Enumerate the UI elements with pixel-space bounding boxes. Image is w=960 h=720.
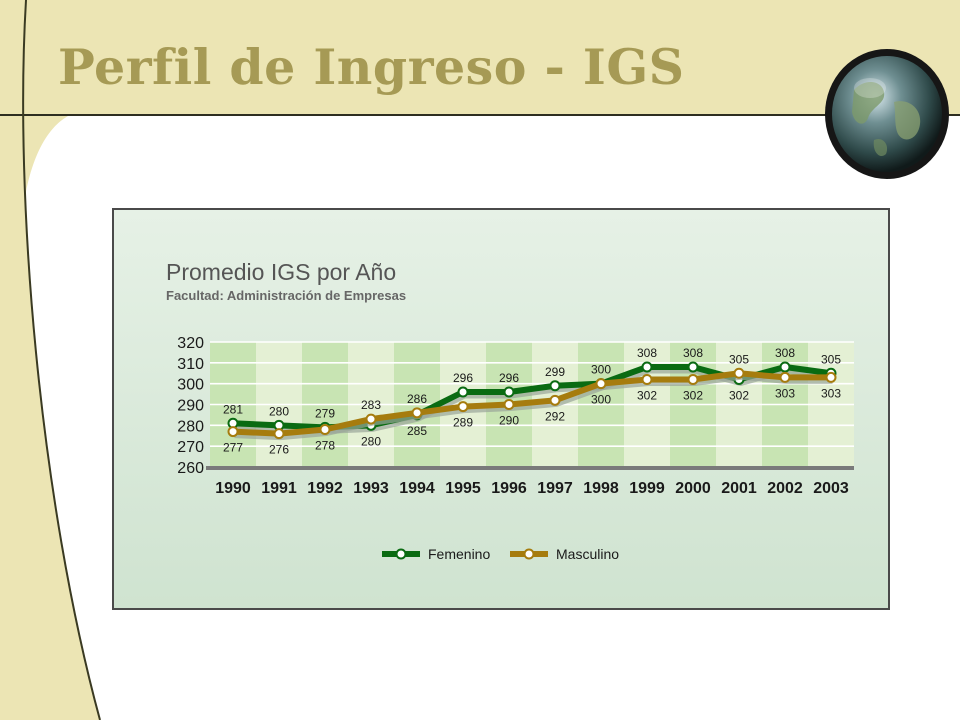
data-point-femenino <box>549 380 561 392</box>
x-tick-label: 1999 <box>629 480 665 497</box>
data-label: 276 <box>269 443 289 457</box>
data-point-masculino <box>733 367 745 379</box>
data-point-femenino <box>457 386 469 398</box>
x-tick-label: 2001 <box>721 480 757 497</box>
data-point-masculino <box>227 426 239 438</box>
chart-subtitle: Facultad: Administración de Empresas <box>166 288 406 303</box>
data-label: 302 <box>729 389 749 403</box>
data-label: 283 <box>361 398 381 412</box>
data-label: 292 <box>545 409 565 423</box>
y-tick-label: 320 <box>177 335 204 352</box>
data-label: 300 <box>591 363 611 377</box>
y-tick-label: 300 <box>177 377 204 394</box>
data-label: 303 <box>821 386 841 400</box>
line-chart: Promedio IGS por Año Facultad: Administr… <box>166 259 854 562</box>
plot-area: 320 310 300 290 280 270 260 1990 1991 1992 1993 199… <box>177 335 854 497</box>
data-label: 302 <box>637 389 657 403</box>
data-label: 308 <box>683 346 703 360</box>
series-shadow <box>234 372 833 441</box>
title-banner <box>0 0 960 260</box>
data-label: 299 <box>545 365 565 379</box>
left-accent-band <box>0 0 100 720</box>
globe-icon <box>825 49 949 179</box>
x-tick-label: 1992 <box>307 480 343 497</box>
legend-label: Femenino <box>428 546 490 562</box>
data-point-masculino <box>319 424 331 435</box>
data-label: 280 <box>361 434 381 448</box>
y-tick-label: 310 <box>177 356 204 373</box>
data-label: 308 <box>637 346 657 360</box>
x-tick-label: 2000 <box>675 480 711 497</box>
data-label: 305 <box>729 352 749 366</box>
y-tick-label: 290 <box>177 398 204 415</box>
data-label: 308 <box>775 346 795 360</box>
data-label: 277 <box>223 441 243 455</box>
data-point-masculino <box>503 399 515 410</box>
data-label: 279 <box>315 406 335 420</box>
x-tick-label: 1998 <box>583 480 619 497</box>
data-label: 290 <box>499 414 519 428</box>
data-label: 289 <box>453 416 473 430</box>
data-label: 286 <box>407 392 427 406</box>
legend-marker <box>523 548 535 560</box>
left-curve-line <box>22 0 101 720</box>
x-tick-label: 1995 <box>445 480 481 497</box>
legend-marker <box>395 548 407 560</box>
data-point-masculino <box>411 407 423 419</box>
x-tick-label: 1990 <box>215 480 251 497</box>
x-tick-label: 1991 <box>261 480 297 497</box>
x-tick-label: 1994 <box>399 480 435 497</box>
y-tick-label: 270 <box>177 439 204 456</box>
data-point-masculino <box>365 413 377 425</box>
data-point-femenino <box>503 386 515 398</box>
data-label: 300 <box>591 393 611 407</box>
x-tick-label: 1997 <box>537 480 573 497</box>
data-label: 303 <box>775 386 795 400</box>
data-label: 278 <box>315 439 335 453</box>
chart-panel: Promedio IGS por Año Facultad: Administr… <box>112 208 890 610</box>
slide-title: Perfil de Ingreso - IGS <box>58 38 685 96</box>
x-tick-label: 1993 <box>353 480 389 497</box>
chart-title: Promedio IGS por Año <box>166 259 396 285</box>
series-line-masculino <box>232 370 831 437</box>
data-point-masculino <box>273 428 285 440</box>
data-label: 302 <box>683 389 703 403</box>
data-point-masculino <box>687 374 699 385</box>
y-tick-label: 260 <box>177 460 204 477</box>
data-point-masculino <box>457 401 469 413</box>
data-point-femenino <box>779 361 791 373</box>
y-tick-label: 280 <box>177 418 204 435</box>
x-tick-label: 2003 <box>813 480 849 497</box>
data-label: 280 <box>269 404 289 418</box>
data-label: 305 <box>821 352 841 366</box>
data-label: 285 <box>407 424 427 438</box>
data-label: 296 <box>453 371 473 385</box>
data-point-masculino <box>825 371 837 383</box>
data-point-masculino <box>595 378 607 390</box>
data-point-masculino <box>641 374 653 385</box>
data-label: 281 <box>223 402 243 416</box>
x-tick-label: 2002 <box>767 480 803 497</box>
x-tick-label: 1996 <box>491 480 527 497</box>
legend-label: Masculino <box>556 546 619 562</box>
data-label: 296 <box>499 371 519 385</box>
data-point-femenino <box>687 361 699 373</box>
data-point-masculino <box>779 371 791 383</box>
legend: Femenino Masculino <box>382 546 619 562</box>
data-point-femenino <box>641 361 653 373</box>
data-point-masculino <box>549 394 561 406</box>
